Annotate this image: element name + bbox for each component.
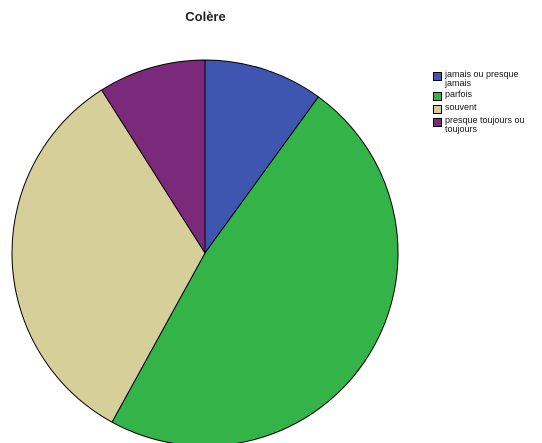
legend-swatch	[433, 72, 442, 81]
legend-item: jamais ou presque jamais	[433, 70, 539, 88]
legend-swatch	[433, 118, 442, 127]
legend-item: souvent	[433, 103, 539, 114]
pie-slice-1	[204, 59, 320, 255]
legend-item: presque toujours ou toujours	[433, 116, 539, 134]
legend-label: parfois	[445, 89, 473, 99]
pie-slice-3	[11, 89, 206, 423]
chart-title: Colère	[185, 9, 226, 24]
legend-label: souvent	[445, 102, 477, 112]
legend-item: parfois	[433, 90, 539, 101]
pie-slice-2	[111, 96, 399, 443]
pie-slice-4	[100, 59, 206, 255]
legend-label: jamais ou presque jamais	[445, 69, 519, 88]
legend-swatch	[433, 105, 442, 114]
legend-label: presque toujours ou toujours	[445, 115, 525, 134]
legend-swatch	[433, 92, 442, 101]
legend: jamais ou presque jamais parfois souvent pr…	[433, 70, 539, 136]
